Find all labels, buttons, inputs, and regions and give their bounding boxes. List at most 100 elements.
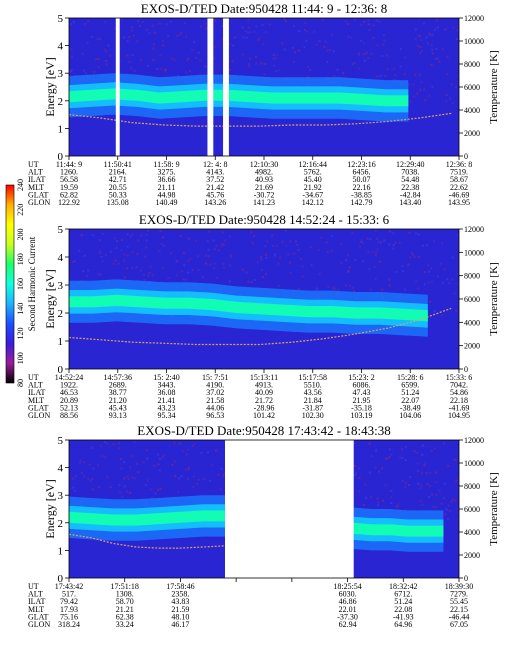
table-cell: 21.42 bbox=[206, 183, 224, 192]
table-cell: 44.06 bbox=[206, 403, 224, 412]
row-label: GLAT bbox=[28, 190, 49, 199]
table-cell: 1922. bbox=[60, 381, 78, 390]
table-cell: -38.49 bbox=[400, 403, 421, 412]
table-cell: 50.33 bbox=[109, 190, 127, 199]
row-label: GLON bbox=[28, 620, 50, 629]
table-cell: 6030. bbox=[339, 590, 357, 599]
row-label: UT bbox=[28, 160, 39, 169]
table-cell: 21.84 bbox=[304, 396, 322, 405]
table-cell: 48.10 bbox=[171, 612, 189, 621]
table-cell: 6599. bbox=[401, 381, 419, 390]
table-cell: 17.93 bbox=[60, 605, 78, 614]
table-cell: 46.53 bbox=[60, 388, 78, 397]
y-tick-label: 1 bbox=[58, 123, 64, 135]
y2-tick-label: 12000 bbox=[464, 436, 484, 445]
table-cell: 50.07 bbox=[353, 175, 371, 184]
table-cell: 64.96 bbox=[394, 620, 412, 629]
ion-band-layer-3 bbox=[69, 510, 225, 526]
table-cell: 318.24 bbox=[58, 620, 80, 629]
y-tick-label: 0 bbox=[58, 364, 64, 376]
spectrogram-area bbox=[69, 18, 459, 156]
colorbar-tick-label: 160 bbox=[16, 278, 25, 290]
row-label: GLAT bbox=[28, 403, 49, 412]
table-cell: 12:29:40 bbox=[396, 160, 424, 169]
table-cell: 22.16 bbox=[353, 183, 371, 192]
data-gap bbox=[207, 18, 214, 156]
table-cell: 21.92 bbox=[304, 183, 322, 192]
colorbar-tick-label: 80 bbox=[16, 379, 25, 387]
ion-band-layer-3 bbox=[69, 88, 409, 107]
table-cell: 15: 2:40 bbox=[153, 373, 179, 382]
table-cell: 36.66 bbox=[158, 175, 176, 184]
table-cell: 37.52 bbox=[206, 175, 224, 184]
table-cell: 62.82 bbox=[60, 190, 78, 199]
table-cell: 75.16 bbox=[60, 612, 78, 621]
colorbar-tick-label: 240 bbox=[16, 179, 25, 191]
table-cell: 21.72 bbox=[255, 396, 273, 405]
y2-tick-label: 0 bbox=[464, 365, 468, 374]
row-label: MLT bbox=[28, 396, 44, 405]
table-cell: 22.07 bbox=[401, 396, 419, 405]
table-cell: 21.95 bbox=[353, 396, 371, 405]
row-label: ALT bbox=[28, 168, 43, 177]
table-cell: 14:52:24 bbox=[55, 373, 83, 382]
colorbar-ticks: 80 100 120 140 160 180 200 220 240 bbox=[16, 179, 25, 387]
spectrogram-panel-2: EXOS-D/TED Date:950428 14:52:24 - 15:33:… bbox=[28, 212, 500, 420]
spectrogram-panels: EXOS-D/TED Date:950428 11:44: 9 - 12:36:… bbox=[28, 1, 500, 629]
table-cell: 122.92 bbox=[58, 198, 80, 207]
y-tick-label: 4 bbox=[58, 463, 64, 475]
table-cell: 79.42 bbox=[60, 597, 78, 606]
table-cell: 96.53 bbox=[206, 411, 224, 420]
y-tick-label: 4 bbox=[58, 41, 64, 53]
data-gap bbox=[115, 18, 120, 156]
table-cell: 6712. bbox=[394, 590, 412, 599]
table-cell: -41.93 bbox=[393, 612, 414, 621]
y-tick-label: 0 bbox=[58, 573, 64, 585]
y-axis-label: Energy [eV] bbox=[43, 57, 57, 116]
table-cell: 54.48 bbox=[401, 175, 419, 184]
table-cell: -31.87 bbox=[302, 403, 323, 412]
y-tick-label: 5 bbox=[58, 224, 64, 236]
table-cell: 40.09 bbox=[255, 388, 273, 397]
y2-tick-label: 8000 bbox=[464, 272, 480, 281]
y2-tick-label: 4000 bbox=[464, 106, 480, 115]
table-cell: 46.17 bbox=[171, 620, 189, 629]
row-label: ILAT bbox=[28, 388, 45, 397]
table-cell: 51.24 bbox=[401, 388, 419, 397]
table-cell: 2164. bbox=[109, 168, 127, 177]
table-cell: 141.23 bbox=[253, 198, 275, 207]
table-cell: 6456. bbox=[353, 168, 371, 177]
table-cell: -34.67 bbox=[302, 190, 323, 199]
table-cell: 5510. bbox=[304, 381, 322, 390]
table-cell: 20.89 bbox=[60, 396, 78, 405]
table-cell: -37.30 bbox=[337, 612, 358, 621]
temperature-trace bbox=[69, 307, 452, 346]
table-cell: 17:58:46 bbox=[166, 582, 194, 591]
colorbar-tick-label: 100 bbox=[16, 352, 25, 364]
table-cell: 45.76 bbox=[206, 190, 224, 199]
table-cell: 15:17:58 bbox=[299, 373, 327, 382]
table-cell: 140.49 bbox=[156, 198, 178, 207]
y2-tick-label: 0 bbox=[464, 152, 468, 161]
table-cell: 21.11 bbox=[158, 183, 176, 192]
table-cell: 88.56 bbox=[60, 411, 78, 420]
table-cell: 22.38 bbox=[401, 183, 419, 192]
table-cell: 7519. bbox=[450, 168, 468, 177]
table-cell: 3443. bbox=[158, 381, 176, 390]
table-cell: 3275. bbox=[158, 168, 176, 177]
y2-tick-label: 8000 bbox=[464, 60, 480, 69]
y-axis-label: Energy [eV] bbox=[43, 479, 57, 538]
y2-tick-label: 4000 bbox=[464, 528, 480, 537]
table-cell: 22.08 bbox=[394, 605, 412, 614]
table-cell: 19.59 bbox=[60, 183, 78, 192]
y2-tick-label: 2000 bbox=[464, 342, 480, 351]
table-cell: 143.26 bbox=[204, 198, 226, 207]
row-label: MLT bbox=[28, 183, 44, 192]
y-tick-label: 2 bbox=[58, 518, 64, 530]
table-cell: 21.20 bbox=[109, 396, 127, 405]
table-cell: 22.62 bbox=[450, 183, 468, 192]
y2-axis-label: Temperature [K] bbox=[488, 262, 500, 335]
data-gap bbox=[223, 18, 229, 156]
table-cell: 1308. bbox=[116, 590, 134, 599]
row-label: GLON bbox=[28, 411, 50, 420]
